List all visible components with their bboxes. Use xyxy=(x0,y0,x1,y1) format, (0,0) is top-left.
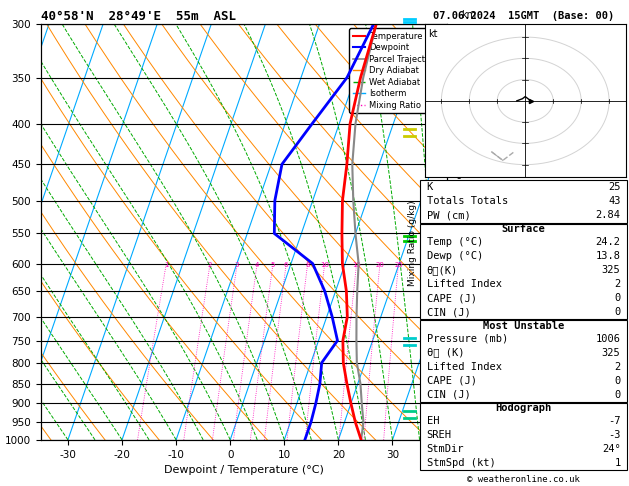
Text: 20: 20 xyxy=(376,261,384,268)
Text: 13.8: 13.8 xyxy=(596,251,621,261)
Text: 1: 1 xyxy=(615,458,621,469)
Text: 40°58'N  28°49'E  55m  ASL: 40°58'N 28°49'E 55m ASL xyxy=(41,10,236,23)
Text: 25: 25 xyxy=(608,182,621,192)
Text: 1006: 1006 xyxy=(596,333,621,344)
Text: 24.2: 24.2 xyxy=(596,237,621,247)
Text: 15: 15 xyxy=(352,261,361,268)
Text: 0: 0 xyxy=(615,293,621,303)
Text: Hodograph: Hodograph xyxy=(496,403,552,414)
Text: © weatheronline.co.uk: © weatheronline.co.uk xyxy=(467,474,580,484)
Text: 3: 3 xyxy=(235,261,239,268)
Text: 2.84: 2.84 xyxy=(596,210,621,221)
Text: kt: kt xyxy=(428,29,438,39)
Text: SREH: SREH xyxy=(426,430,452,440)
Text: 1: 1 xyxy=(164,261,169,268)
Text: CAPE (J): CAPE (J) xyxy=(426,293,477,303)
Text: CAPE (J): CAPE (J) xyxy=(426,376,477,386)
Text: km: km xyxy=(461,10,476,20)
Text: 0: 0 xyxy=(615,390,621,399)
Text: LCL: LCL xyxy=(471,382,487,391)
Text: Dewp (°C): Dewp (°C) xyxy=(426,251,483,261)
Text: K: K xyxy=(426,182,433,192)
Bar xyxy=(420,180,627,223)
Text: -7: -7 xyxy=(608,416,621,426)
Legend: Temperature, Dewpoint, Parcel Trajectory, Dry Adiabat, Wet Adiabat, Isotherm, Mi: Temperature, Dewpoint, Parcel Trajectory… xyxy=(350,29,442,113)
Text: 5: 5 xyxy=(270,261,275,268)
Text: CIN (J): CIN (J) xyxy=(426,390,470,399)
Text: Totals Totals: Totals Totals xyxy=(426,196,508,207)
Text: PW (cm): PW (cm) xyxy=(426,210,470,221)
Text: 325: 325 xyxy=(602,265,621,275)
Text: 43: 43 xyxy=(608,196,621,207)
Text: Surface: Surface xyxy=(502,224,545,234)
Text: 2: 2 xyxy=(615,362,621,372)
Text: CIN (J): CIN (J) xyxy=(426,307,470,317)
Bar xyxy=(420,320,627,402)
Text: 4: 4 xyxy=(255,261,259,268)
Text: 2: 2 xyxy=(615,279,621,289)
Bar xyxy=(420,224,627,319)
Text: θᴄ (K): θᴄ (K) xyxy=(426,347,464,358)
Text: 325: 325 xyxy=(602,347,621,358)
Text: 07.06.2024  15GMT  (Base: 00): 07.06.2024 15GMT (Base: 00) xyxy=(433,11,615,21)
X-axis label: Dewpoint / Temperature (°C): Dewpoint / Temperature (°C) xyxy=(164,465,324,475)
Text: 24°: 24° xyxy=(602,444,621,454)
Text: 0: 0 xyxy=(615,307,621,317)
Text: Temp (°C): Temp (°C) xyxy=(426,237,483,247)
Text: Lifted Index: Lifted Index xyxy=(426,279,502,289)
Text: Lifted Index: Lifted Index xyxy=(426,362,502,372)
Text: 25: 25 xyxy=(394,261,403,268)
Text: EH: EH xyxy=(426,416,439,426)
Text: StmSpd (kt): StmSpd (kt) xyxy=(426,458,496,469)
Text: 6: 6 xyxy=(284,261,288,268)
Text: 8: 8 xyxy=(305,261,309,268)
Text: 0: 0 xyxy=(615,376,621,386)
Text: Most Unstable: Most Unstable xyxy=(483,321,564,331)
Text: 2: 2 xyxy=(208,261,212,268)
Text: -3: -3 xyxy=(608,430,621,440)
Bar xyxy=(420,403,627,470)
Text: 10: 10 xyxy=(320,261,329,268)
Text: Pressure (mb): Pressure (mb) xyxy=(426,333,508,344)
Text: Mixing Ratio (g/kg): Mixing Ratio (g/kg) xyxy=(408,200,417,286)
Text: StmDir: StmDir xyxy=(426,444,464,454)
Text: θᴄ(K): θᴄ(K) xyxy=(426,265,458,275)
Text: ASL: ASL xyxy=(460,25,478,35)
